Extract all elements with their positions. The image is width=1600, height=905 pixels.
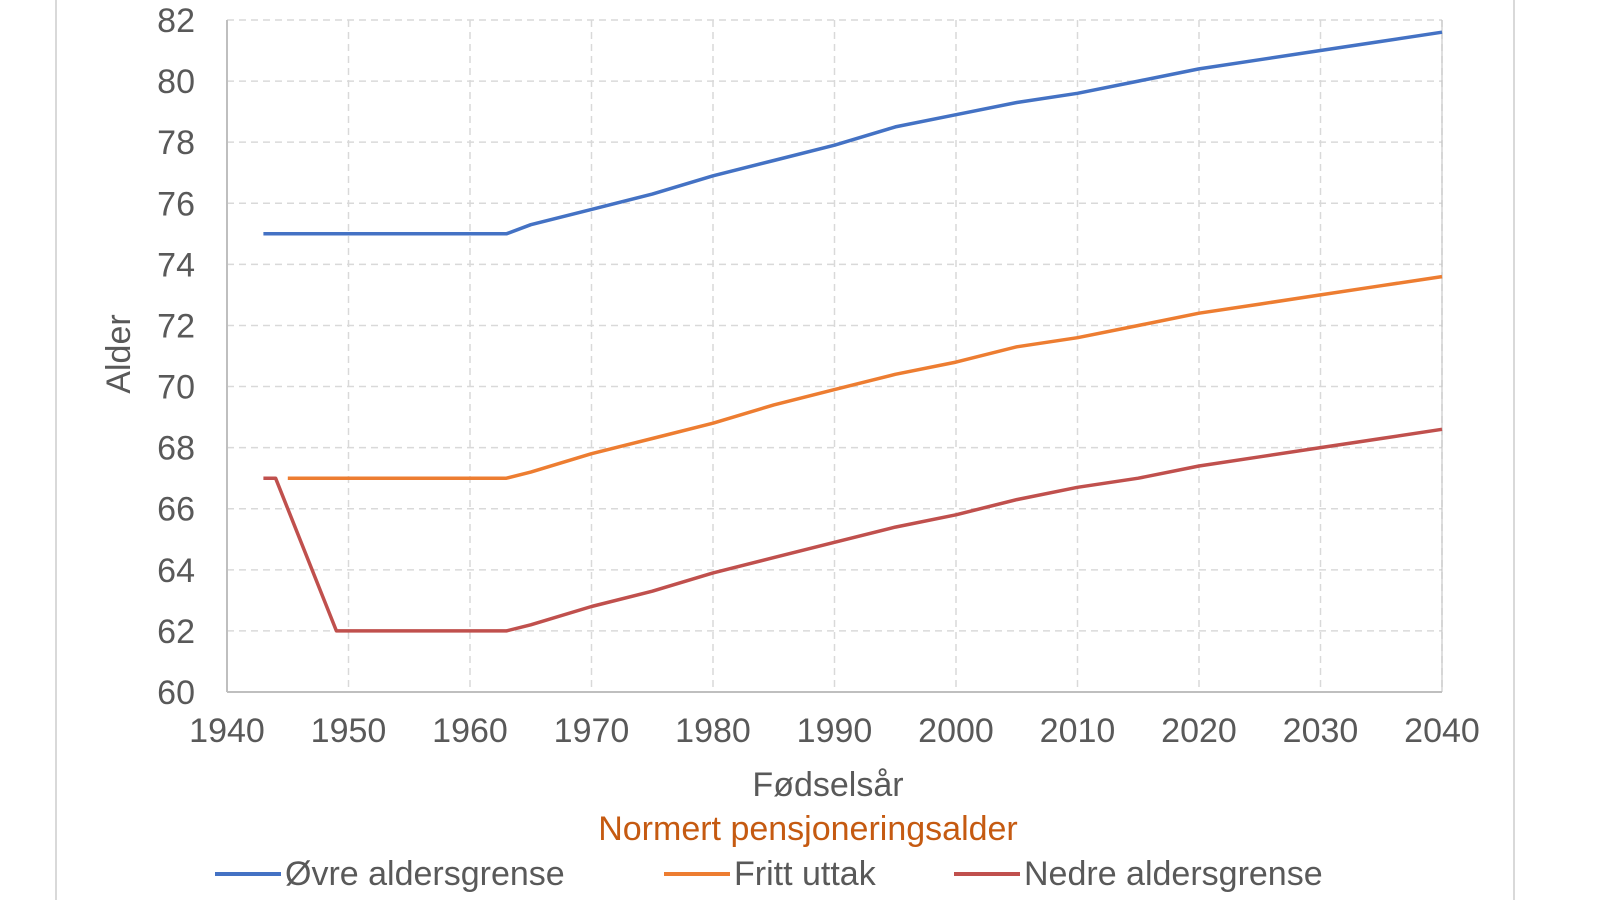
x-axis-title: Fødselsår xyxy=(752,766,903,804)
y-tick-label: 72 xyxy=(157,307,195,345)
y-tick-label: 66 xyxy=(157,491,195,529)
x-tick-label: 1960 xyxy=(432,712,508,750)
axis-labels: 60 62 64 66 68 70 72 74 76 78 80 82 1940 1950 1960 1970… xyxy=(157,2,1480,750)
x-tick-label: 2010 xyxy=(1040,712,1116,750)
y-tick-label: 70 xyxy=(157,369,195,407)
legend-label: Fritt uttak xyxy=(734,855,877,893)
x-tick-label: 2030 xyxy=(1283,712,1359,750)
y-tick-label: 62 xyxy=(157,613,195,651)
chart-caption: Normert pensjoneringsalder xyxy=(598,810,1018,848)
series-line-2 xyxy=(263,427,1443,633)
x-tick-label: 2000 xyxy=(918,712,994,750)
x-tick-label: 1990 xyxy=(797,712,873,750)
x-tick-label: 2040 xyxy=(1404,712,1480,750)
x-tick-label: 1950 xyxy=(311,712,387,750)
grid xyxy=(226,19,1443,693)
x-tick-label: 1970 xyxy=(554,712,630,750)
series-lines xyxy=(263,30,1443,633)
y-tick-label: 74 xyxy=(157,246,195,284)
legend-label: Øvre aldersgrense xyxy=(285,855,565,893)
y-tick-label: 64 xyxy=(157,552,195,590)
axes xyxy=(226,20,1443,693)
y-tick-label: 60 xyxy=(157,674,195,712)
y-tick-label: 76 xyxy=(157,185,195,223)
y-tick-label: 68 xyxy=(157,430,195,468)
y-tick-label: 80 xyxy=(157,63,195,101)
legend: Øvre aldersgrense Fritt uttak Nedre alders… xyxy=(215,855,1323,893)
y-tick-label: 82 xyxy=(157,2,195,40)
x-tick-label: 1980 xyxy=(675,712,751,750)
y-tick-label: 78 xyxy=(157,124,195,162)
y-axis-title: Alder xyxy=(100,314,138,393)
series-line-0 xyxy=(263,30,1443,236)
series-line-1 xyxy=(287,274,1443,480)
legend-label: Nedre aldersgrense xyxy=(1024,855,1323,893)
x-tick-label: 2020 xyxy=(1161,712,1237,750)
x-tick-label: 1940 xyxy=(189,712,265,750)
